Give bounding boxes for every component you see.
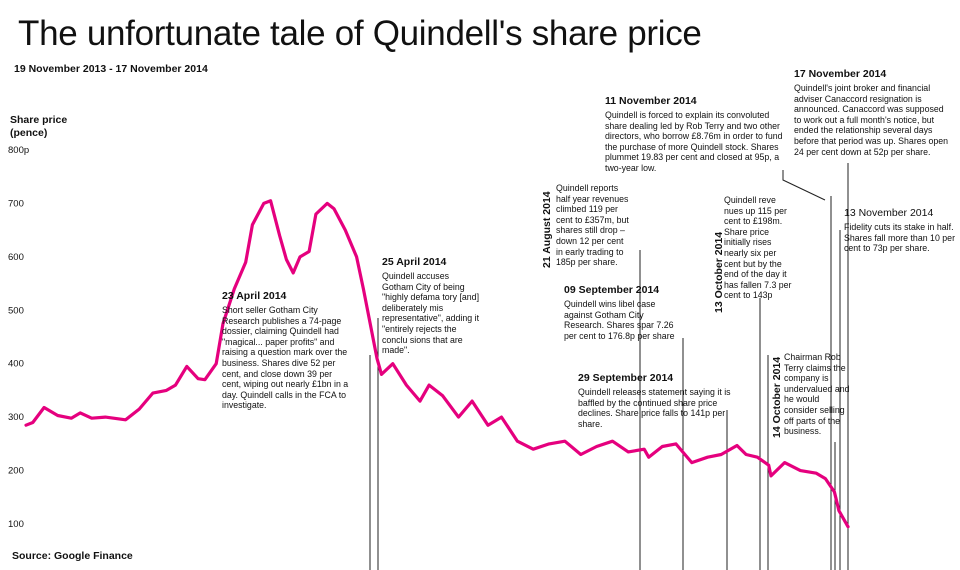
annotation-text: Quindell releases statement saying it is…	[578, 387, 731, 429]
y-tick-label: 400	[8, 359, 24, 370]
annotation-date: 29 September 2014	[578, 372, 674, 384]
annotation-text: Fidelity cuts its stake in half. Shares …	[844, 222, 956, 254]
annotation-text: Chairman Rob Terry claims the company is…	[784, 352, 850, 437]
annotation-date: 11 November 2014	[605, 95, 697, 107]
annotation-date-14-october: 14 October 2014	[771, 356, 783, 438]
annotation-date: 17 November 2014	[794, 68, 887, 80]
annotation-text: Quindell's joint broker and financial ad…	[794, 83, 949, 157]
annotation-text: Quindell reports half year revenues clim…	[556, 183, 629, 268]
annotation-17-november: 17 November 2014 Quindell's joint broker…	[794, 68, 950, 157]
annotation-text: Short seller Gotham City Research publis…	[222, 305, 349, 411]
source-note: Source: Google Finance	[12, 550, 133, 562]
annotation-13-november: 13 November 2014 Fidelity cuts its stake…	[844, 207, 956, 254]
annotation-text: Quindell wins libel case against Gotham …	[564, 299, 675, 341]
annotation-23-april: 23 April 2014 Short seller Gotham City R…	[222, 290, 350, 411]
annotation-25-april: 25 April 2014 Quindell accuses Gotham Ci…	[382, 256, 482, 356]
chart-subtitle: 19 November 2013 - 17 November 2014	[14, 63, 208, 75]
annotation-text: Quindell accuses Gotham City of being "h…	[382, 271, 480, 356]
annotation-text: Quindell is forced to explain its convol…	[605, 110, 783, 173]
annotation-11-november: 11 November 2014 Quindell is forced to e…	[605, 95, 783, 174]
y-tick-label: 600	[8, 252, 24, 263]
annotation-21-august: Quindell reports half year revenues clim…	[556, 183, 630, 268]
annotation-29-september: 29 September 2014 Quindell releases stat…	[578, 372, 746, 429]
y-tick-label: 100	[8, 519, 24, 530]
y-axis-ticks: 800p 700 600 500 400 300 200 100	[8, 145, 29, 530]
annotation-14-october: Chairman Rob Terry claims the company is…	[784, 352, 850, 437]
y-tick-label: 500	[8, 305, 24, 316]
y-axis-label: Share price (pence)	[10, 114, 68, 139]
annotation-text: Quindell reve nues up 115 per cent to £1…	[724, 195, 792, 301]
annotation-date: 13 November 2014	[844, 207, 934, 219]
share-price-line	[24, 199, 850, 529]
chart-title: The unfortunate tale of Quindell's share…	[18, 14, 702, 53]
y-tick-label: 300	[8, 412, 24, 423]
annotation-09-september: 09 September 2014 Quindell wins libel ca…	[564, 284, 684, 341]
y-tick-label: 800p	[8, 145, 29, 156]
y-tick-label: 200	[8, 466, 24, 477]
y-tick-label: 700	[8, 198, 24, 209]
annotation-date-21-august: 21 August 2014	[541, 191, 553, 268]
annotation-leaders	[369, 163, 849, 570]
annotation-date: 09 September 2014	[564, 284, 660, 296]
annotation-13-october: Quindell reve nues up 115 per cent to £1…	[724, 195, 792, 301]
annotation-leader-line	[782, 170, 826, 201]
annotation-date: 23 April 2014	[222, 290, 287, 302]
annotation-date: 25 April 2014	[382, 256, 447, 268]
